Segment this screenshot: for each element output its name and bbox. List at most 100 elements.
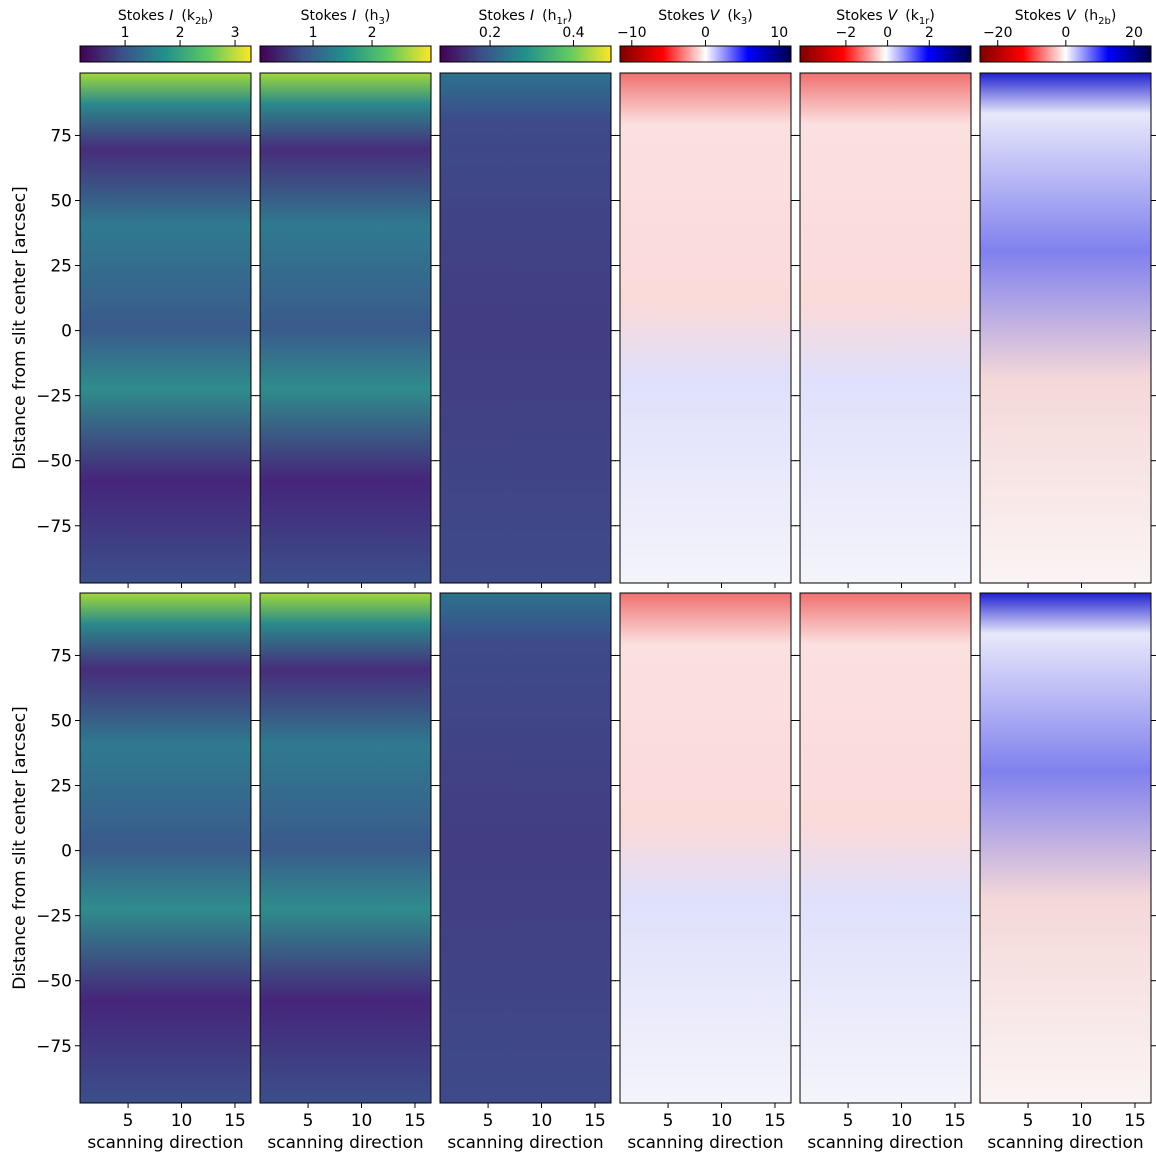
y-tick-label: −25 (36, 907, 72, 927)
x-axis-label: scanning direction (627, 1133, 783, 1153)
x-tick-label: 15 (224, 1111, 246, 1131)
x-tick-label: 10 (1071, 1111, 1093, 1131)
title-close: ) (567, 8, 572, 24)
x-tick-label: 15 (584, 1111, 606, 1131)
x-axis-label: scanning direction (267, 1133, 423, 1153)
y-tick-label: −75 (36, 517, 72, 537)
title-close: ) (1111, 8, 1116, 24)
y-axis-label: Distance from slit center [arcsec] (10, 186, 30, 469)
title-line: h (370, 8, 379, 24)
x-tick-label: 10 (711, 1111, 733, 1131)
colorbar-title: Stokes V (k3) (658, 8, 752, 27)
y-tick-label: 25 (50, 777, 72, 797)
colorbar-title: Stokes I (h1r) (479, 8, 573, 27)
title-prefix: Stokes (301, 8, 347, 24)
title-line: h (548, 8, 557, 24)
colorbar-title: Stokes I (h3) (301, 8, 391, 27)
title-line: k (733, 8, 742, 24)
y-tick-label: 75 (50, 126, 72, 146)
title-stokes: I (530, 8, 534, 24)
y-axis-label: Distance from slit center [arcsec] (10, 706, 30, 989)
colorbar-tick-label: −20 (983, 25, 1013, 41)
title-prefix: Stokes (836, 8, 882, 24)
x-tick-label: 15 (1124, 1111, 1146, 1131)
title-close: ) (208, 8, 213, 24)
y-tick-label: 25 (50, 257, 72, 277)
x-tick-label: 15 (764, 1111, 786, 1131)
colorbar-title: Stokes V (h2b) (1015, 8, 1117, 27)
colorbar-tick-label: 0 (1061, 25, 1070, 41)
colorbar-tick-label: 20 (1125, 25, 1143, 41)
heatmap-image (439, 592, 612, 1104)
x-axis-label: scanning direction (807, 1133, 963, 1153)
colorbar-tick-label: 1 (121, 25, 130, 41)
colorbar-tick-label: 0.4 (562, 25, 584, 41)
title-close: ) (747, 8, 752, 24)
x-axis-label: scanning direction (447, 1133, 603, 1153)
title-stokes: I (169, 8, 173, 24)
y-tick-label: −50 (36, 452, 72, 472)
colorbar (259, 45, 432, 63)
y-tick-label: −50 (36, 972, 72, 992)
heatmap-image (979, 72, 1152, 584)
title-sub: 3 (379, 16, 385, 27)
title-close: ) (385, 8, 390, 24)
x-tick-label: 10 (891, 1111, 913, 1131)
heatmap-image (259, 592, 432, 1104)
heatmap-image (79, 72, 252, 584)
title-open: ( (542, 8, 547, 24)
title-sub: 3 (741, 16, 747, 27)
title-line: k (911, 8, 920, 24)
colorbar-tick-label: 0.2 (479, 25, 501, 41)
x-tick-label: 5 (483, 1111, 494, 1131)
y-tick-label: 50 (50, 712, 72, 732)
colorbar-tick-label: 0 (701, 25, 710, 41)
heatmap-image (979, 592, 1152, 1104)
title-prefix: Stokes (118, 8, 164, 24)
colorbar-tick-label: 3 (231, 25, 240, 41)
x-axis-label: scanning direction (987, 1133, 1143, 1153)
y-tick-label: 75 (50, 646, 72, 666)
heatmap-image (799, 592, 972, 1104)
title-sub: 1r (557, 16, 568, 27)
title-sub: 2b (195, 16, 208, 27)
title-open: ( (905, 8, 910, 24)
colorbar-tick-label: 0 (883, 25, 892, 41)
colorbar-title: Stokes V (k1r) (836, 8, 935, 27)
x-tick-label: 5 (843, 1111, 854, 1131)
colorbar-tick-label: 10 (770, 25, 788, 41)
x-tick-label: 5 (1023, 1111, 1034, 1131)
title-open: ( (727, 8, 732, 24)
y-tick-label: 0 (61, 322, 72, 342)
y-tick-label: −25 (36, 387, 72, 407)
x-tick-label: 10 (531, 1111, 553, 1131)
heatmap-image (799, 72, 972, 584)
colorbar-tick-label: −10 (617, 25, 647, 41)
y-tick-label: 50 (50, 192, 72, 212)
title-prefix: Stokes (658, 8, 704, 24)
x-tick-label: 5 (303, 1111, 314, 1131)
x-tick-label: 5 (663, 1111, 674, 1131)
title-line: h (1089, 8, 1098, 24)
y-tick-label: −75 (36, 1037, 72, 1057)
x-tick-label: 15 (404, 1111, 426, 1131)
colorbar (439, 45, 612, 63)
title-stokes: V (710, 8, 721, 24)
heatmap-image (619, 592, 792, 1104)
x-axis-label: scanning direction (87, 1133, 243, 1153)
colorbar-title: Stokes I (k2b) (118, 8, 213, 27)
title-prefix: Stokes (1015, 8, 1061, 24)
colorbar-tick-label: 1 (309, 25, 318, 41)
heatmap-image (259, 72, 432, 584)
x-tick-label: 10 (171, 1111, 193, 1131)
title-stokes: V (1066, 8, 1077, 24)
title-line: k (187, 8, 196, 24)
title-open: ( (364, 8, 369, 24)
title-stokes: V (888, 8, 899, 24)
heatmap-image (79, 592, 252, 1104)
heatmap-image (619, 72, 792, 584)
colorbar-tick-label: −2 (836, 25, 857, 41)
title-open: ( (1084, 8, 1089, 24)
y-tick-label: 0 (61, 842, 72, 862)
